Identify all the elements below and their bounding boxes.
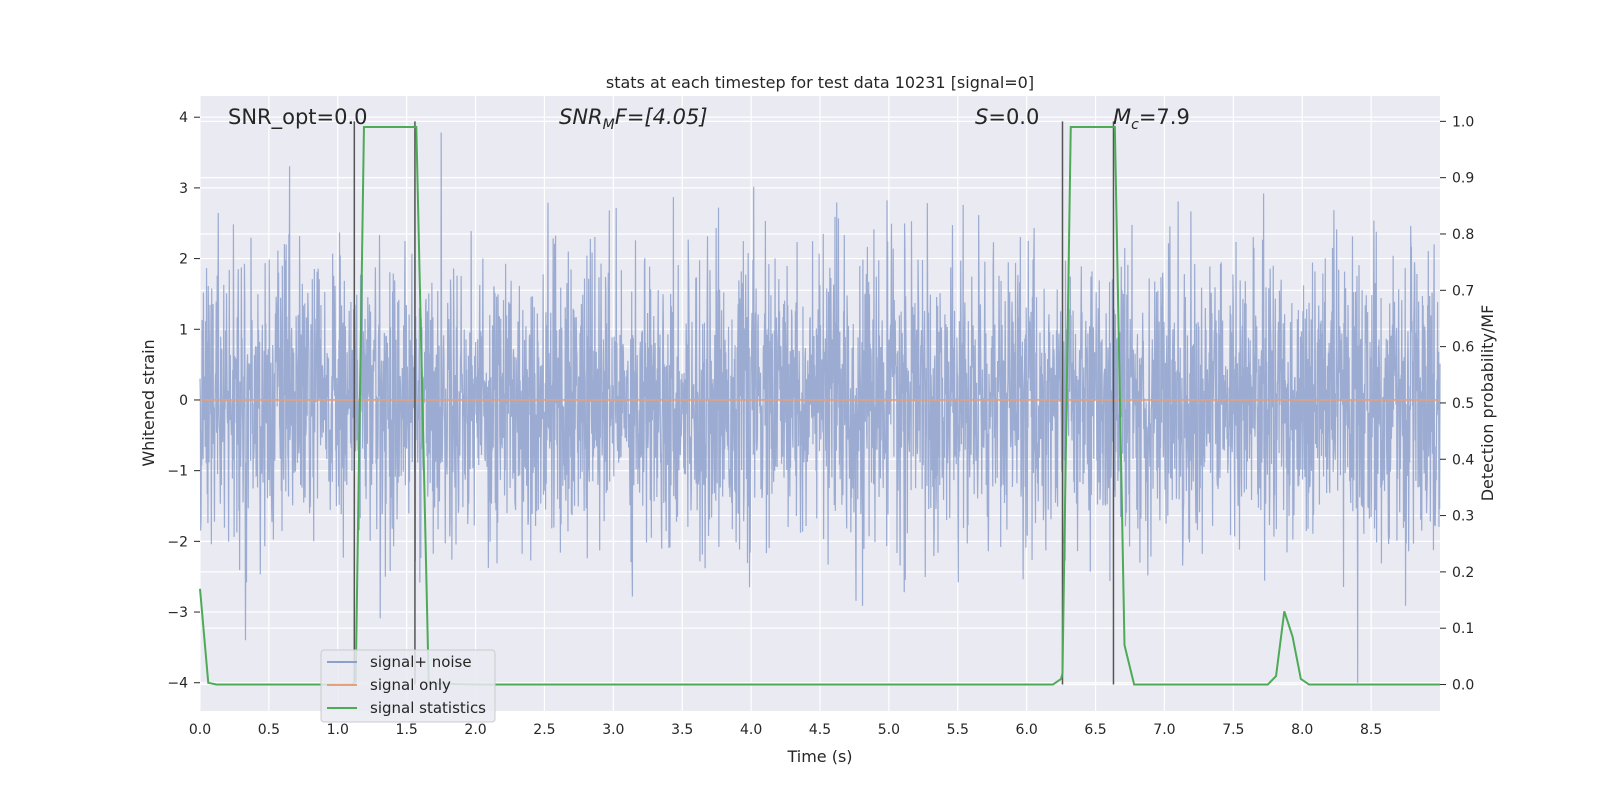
x-tick-label-14: 7.0 (1153, 722, 1175, 738)
annotation-s-rest: =0.0 (988, 105, 1039, 129)
annotation-s-main: S (975, 105, 988, 129)
y2-tick-label-0: 1.0 (1452, 114, 1474, 130)
x-tick-label-11: 5.5 (947, 722, 969, 738)
annotation-mc: Mc=7.9 (1113, 105, 1190, 133)
y2-tick-label-8: 0.2 (1452, 565, 1474, 581)
y-tick-label-3: 1 (179, 322, 188, 338)
x-tick-label-7: 3.5 (671, 722, 693, 738)
y-tick-label-6: −2 (167, 534, 188, 550)
y2-tick-label-2: 0.8 (1452, 227, 1474, 243)
y2-tick-label-5: 0.5 (1452, 396, 1474, 412)
annotation-s: S=0.0 (975, 105, 1039, 129)
x-tick-label-3: 1.5 (396, 722, 418, 738)
x-tick-label-12: 6.0 (1016, 722, 1038, 738)
y-tick-label-7: −3 (167, 605, 188, 621)
y-tick-label-4: 0 (179, 393, 188, 409)
series-signal-noise (199, 132, 1441, 683)
y2-tick-label-10: 0.0 (1452, 678, 1474, 694)
x-tick-label-2: 1.0 (327, 722, 349, 738)
annotation-mc-main: M (1113, 105, 1131, 129)
x-tick-label-1: 0.5 (258, 722, 280, 738)
x-tick-label-10: 5.0 (878, 722, 900, 738)
y2-axis-label: Detection probability/MF (1478, 305, 1497, 502)
x-axis-ticks: 0.0 0.5 1.0 1.5 2.0 2.5 3.0 3.5 4.0 4.5 5.0 5.5 6.0 6… (189, 722, 1382, 738)
y-tick-label-8: −4 (167, 676, 188, 692)
x-tick-label-8: 4.0 (740, 722, 762, 738)
legend-label-signal-noise: signal+ noise (370, 653, 472, 671)
x-tick-label-15: 7.5 (1222, 722, 1244, 738)
y-tick-label-5: −1 (167, 464, 188, 480)
x-tick-label-4: 2.0 (464, 722, 486, 738)
y2-tick-label-9: 0.1 (1452, 621, 1474, 637)
y2-tick-label-6: 0.4 (1452, 452, 1474, 468)
y-axis-label: Whitened strain (139, 339, 158, 466)
annotation-snr-mf: SNRMF=[4.05] (559, 105, 708, 133)
x-tick-label-16: 8.0 (1291, 722, 1313, 738)
line-signal-noise (199, 132, 1441, 683)
x-tick-label-17: 8.5 (1360, 722, 1382, 738)
x-tick-label-0: 0.0 (189, 722, 211, 738)
legend-label-signal-statistics: signal statistics (370, 699, 486, 717)
annotation-snr-mf-main: SNR (559, 105, 603, 129)
y-tick-label-2: 2 (179, 252, 188, 268)
y2-tick-label-4: 0.6 (1452, 340, 1474, 356)
annotation-snr-opt: SNR_opt=0.0 (228, 105, 368, 130)
x-tick-label-6: 3.0 (602, 722, 624, 738)
legend: signal+ noise signal only signal statist… (320, 649, 496, 723)
vertical-markers (353, 121, 1115, 685)
y2-tick-label-7: 0.3 (1452, 509, 1474, 525)
legend-box (320, 649, 496, 723)
x-tick-label-5: 2.5 (533, 722, 555, 738)
legend-label-signal-only: signal only (370, 676, 451, 694)
annotation-mc-rest: =7.9 (1139, 105, 1190, 129)
y2-tick-label-1: 0.9 (1452, 171, 1474, 187)
x-tick-label-9: 4.5 (809, 722, 831, 738)
x-tick-label-13: 6.5 (1084, 722, 1106, 738)
y-axis-ticks: 4 3 2 1 0 −1 −2 −3 −4 (167, 110, 200, 692)
y-tick-label-1: 3 (179, 181, 188, 197)
x-axis-label: Time (s) (786, 747, 852, 766)
annotation-snr-mf-sub: M (603, 117, 615, 133)
annotation-mc-sub: c (1131, 117, 1139, 133)
y-tick-label-0: 4 (179, 110, 188, 126)
y2-axis-ticks: 1.0 0.9 0.8 0.7 0.6 0.5 0.4 0.3 0.2 0.1 0.0 (1440, 114, 1474, 694)
annotation-snr-mf-rest: F=[4.05] (615, 105, 708, 129)
y2-tick-label-3: 0.7 (1452, 283, 1474, 299)
chart-title: stats at each timestep for test data 102… (606, 73, 1034, 92)
